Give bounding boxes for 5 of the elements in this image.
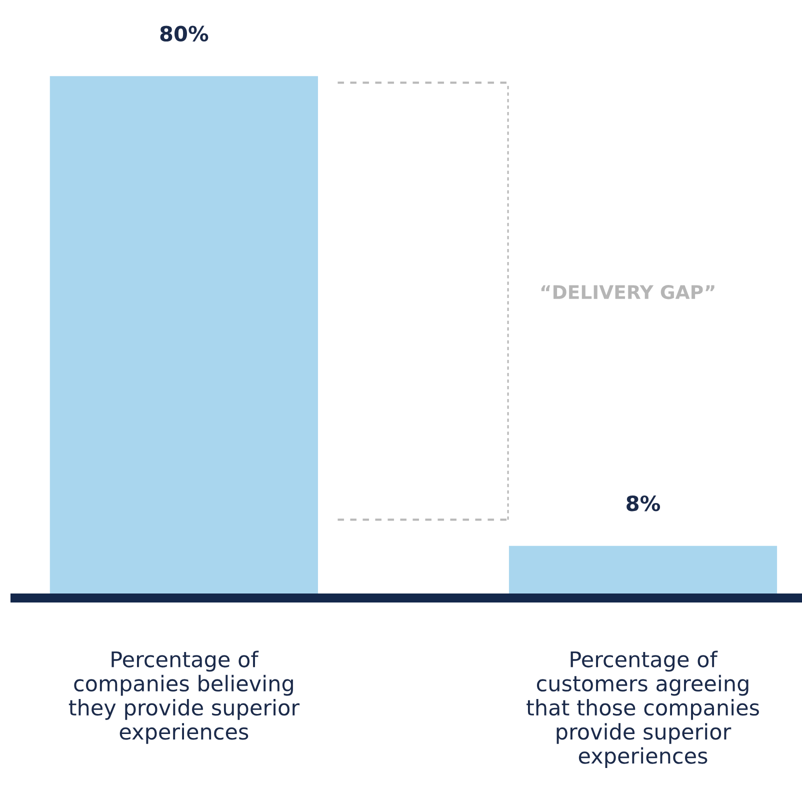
data-label: 80% [160,26,208,42]
data-label: 8% [626,495,660,512]
x-tick-label: Percentage of customers agreeing that those companies provide superior experiences [526,650,759,768]
annotation: “DELIVERY GAP” [541,285,714,300]
x-tick-label: Percentage of companies believing they provide superior experiences [68,650,300,744]
